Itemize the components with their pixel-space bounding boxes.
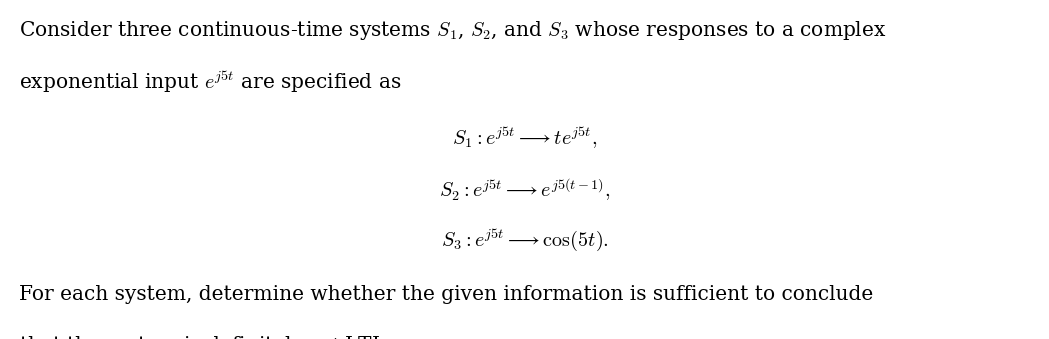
Text: that the system is definitely $\mathit{not}$ LTI.: that the system is definitely $\mathit{n… [19,334,385,339]
Text: $S_3 : e^{j5t} \longrightarrow \cos(5t).$: $S_3 : e^{j5t} \longrightarrow \cos(5t).… [441,227,608,253]
Text: Consider three continuous-time systems $S_1$, $S_2$, and $S_3$ whose responses t: Consider three continuous-time systems $… [19,19,886,42]
Text: exponential input $e^{j5t}$ are specified as: exponential input $e^{j5t}$ are specifie… [19,69,402,95]
Text: $S_1 : e^{j5t} \longrightarrow te^{j5t},$: $S_1 : e^{j5t} \longrightarrow te^{j5t},… [452,125,597,151]
Text: For each system, determine whether the given information is sufficient to conclu: For each system, determine whether the g… [19,285,873,304]
Text: $S_2 : e^{j5t} \longrightarrow e^{j5(t-1)},$: $S_2 : e^{j5t} \longrightarrow e^{j5(t-1… [438,176,611,203]
